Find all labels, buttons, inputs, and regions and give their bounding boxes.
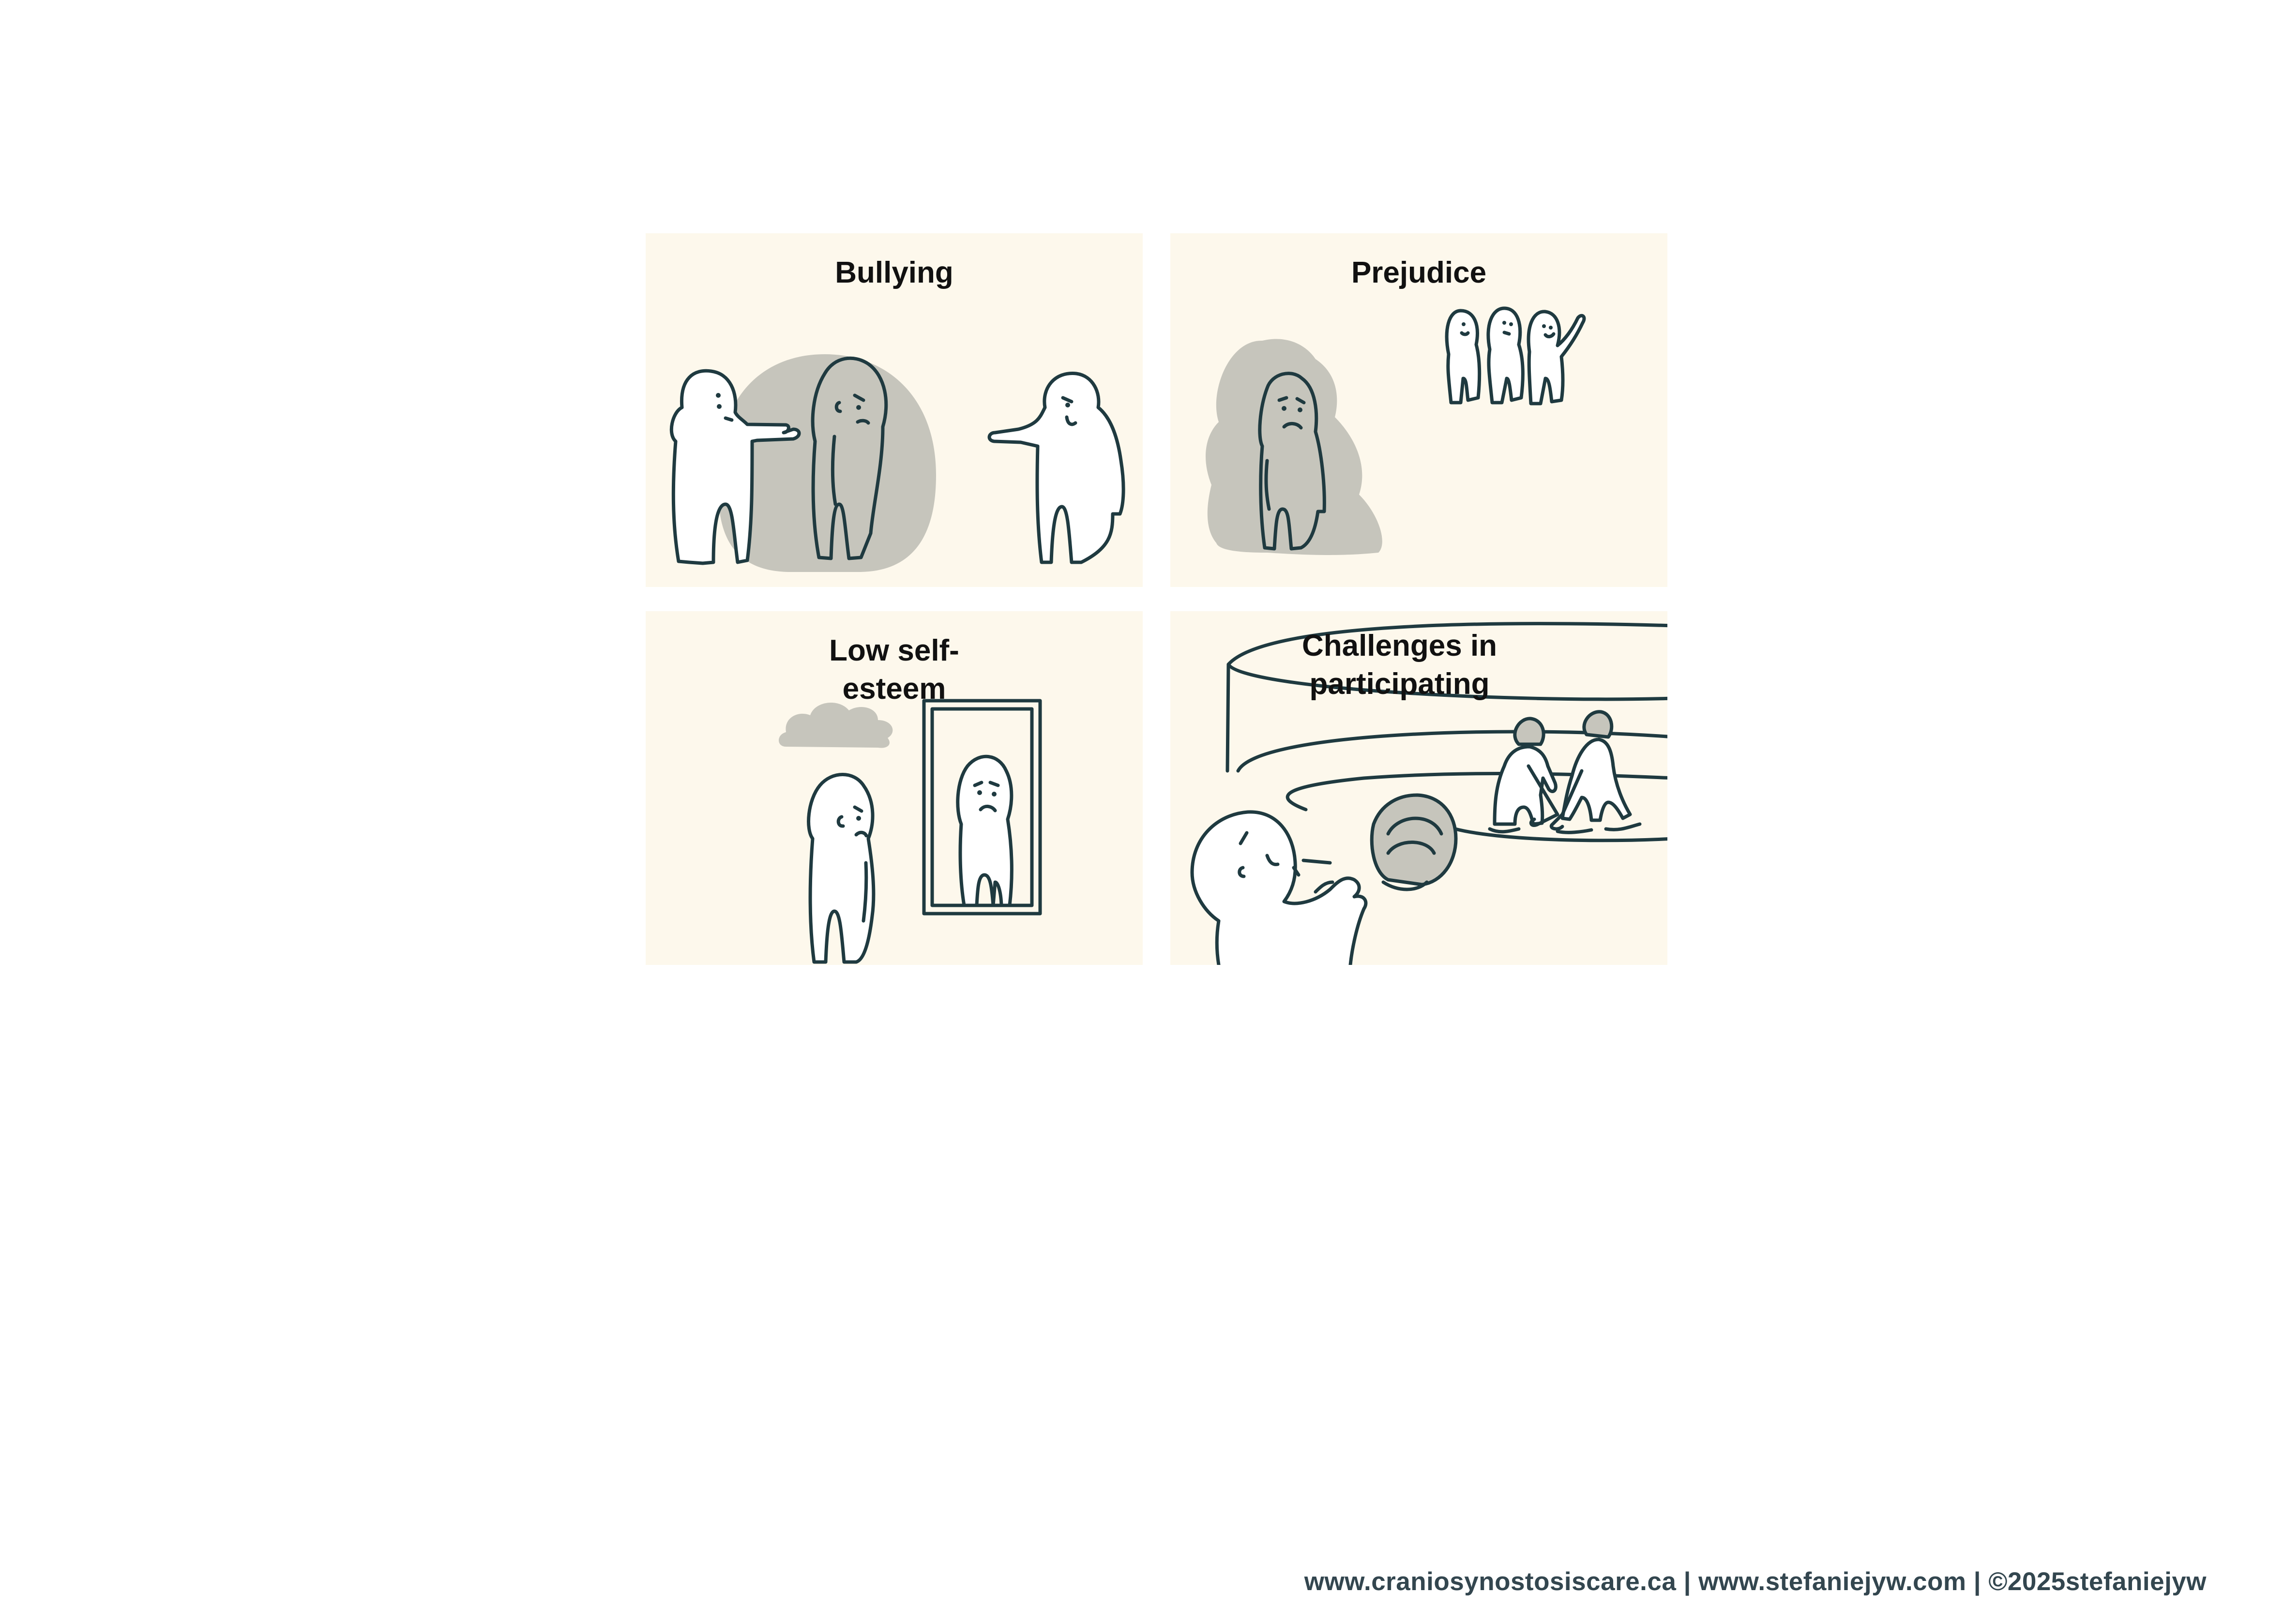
panel-challenges-in-participating: Challenges in participating: [1170, 611, 1667, 965]
panel-bullying: Bullying: [646, 233, 1143, 587]
hockey-players: [1488, 710, 1642, 834]
panel-title-line: Prejudice: [1351, 256, 1487, 289]
panel-prejudice: Prejudice: [1170, 233, 1667, 587]
panel-title-line: Challenges in: [1301, 629, 1497, 662]
low-self-esteem-illustration: [779, 699, 1042, 964]
reflection-figure: [956, 754, 1013, 907]
panel-low-self-esteem: Low self- esteem: [646, 611, 1143, 965]
grey-cloud: [779, 702, 893, 748]
ice-rink: [1225, 622, 1667, 842]
isolated-child-figure: [1258, 372, 1326, 551]
panel-title: Bullying: [646, 254, 1143, 292]
prejudice-illustration: [1206, 306, 1586, 555]
challenges-illustration: [1190, 622, 1667, 965]
panel-title: Prejudice: [1170, 254, 1667, 292]
right-bully-figure: [987, 372, 1125, 564]
sad-child-figure: [807, 773, 876, 964]
panel-title-line: participating: [1309, 667, 1490, 701]
credits-footer: www.craniosynostosiscare.ca | www.stefan…: [1304, 1567, 2207, 1596]
panel-title: Low self- esteem: [646, 632, 1143, 708]
panel-title: Challenges in participating: [1170, 627, 1648, 703]
panel-title-line: Bullying: [835, 256, 953, 289]
panel-title-line: esteem: [842, 672, 946, 706]
helmet: [1370, 793, 1458, 891]
group-of-three-figures: [1445, 306, 1586, 406]
bullied-child-figure: [811, 356, 888, 560]
child-holding-helmet: [1190, 810, 1368, 965]
panel-title-line: Low self-: [829, 634, 959, 667]
bullying-illustration: [669, 354, 1125, 572]
left-bully-figure: [669, 369, 801, 565]
